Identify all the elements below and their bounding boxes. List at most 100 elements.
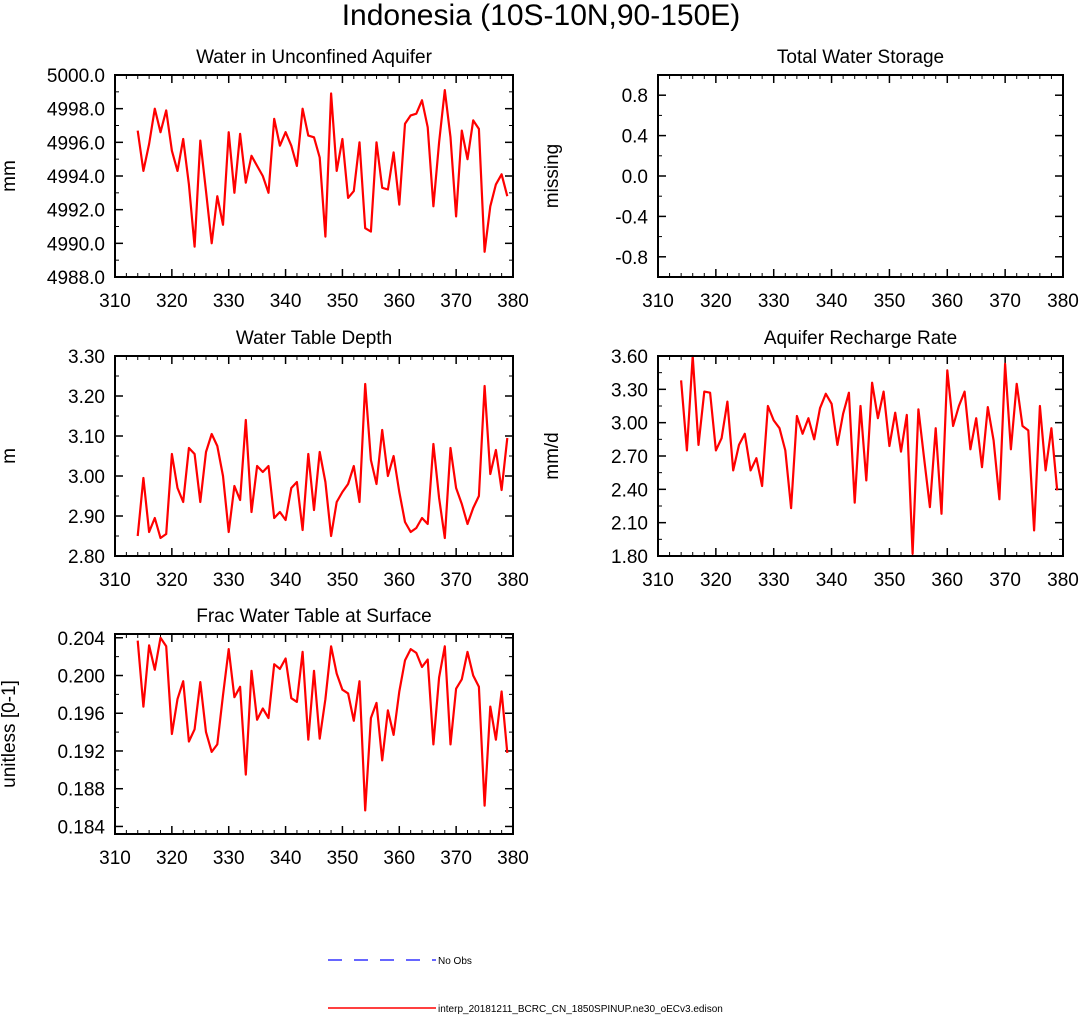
x-tick-label: 360 bbox=[931, 570, 963, 591]
plot-frame bbox=[114, 633, 514, 835]
y-tick-label: 4990.0 bbox=[47, 234, 105, 255]
x-tick-label: 320 bbox=[156, 291, 188, 312]
y-tick-label: 3.30 bbox=[68, 347, 105, 368]
x-tick-label: 340 bbox=[270, 848, 302, 869]
y-tick-label: 2.70 bbox=[611, 447, 648, 468]
x-tick-label: 360 bbox=[383, 570, 415, 591]
x-tick-label: 350 bbox=[327, 291, 359, 312]
x-tick-label: 310 bbox=[99, 570, 131, 591]
x-tick-label: 310 bbox=[642, 291, 674, 312]
plot-frame bbox=[114, 355, 514, 557]
panel-title: Total Water Storage bbox=[777, 47, 944, 68]
y-tick-label: 0.200 bbox=[57, 667, 105, 688]
series-line bbox=[136, 88, 509, 253]
x-tick-label: 350 bbox=[874, 291, 906, 312]
x-tick-label: 350 bbox=[327, 848, 359, 869]
x-tick-label: 370 bbox=[989, 291, 1021, 312]
x-tick-label: 360 bbox=[931, 291, 963, 312]
series-line bbox=[136, 382, 509, 540]
panel-title: Water Table Depth bbox=[236, 328, 392, 349]
y-tick-label: 0.8 bbox=[622, 86, 648, 107]
y-tick-label: 2.80 bbox=[68, 547, 105, 568]
x-tick-label: 320 bbox=[156, 570, 188, 591]
y-tick-label: 4994.0 bbox=[47, 167, 105, 188]
y-tick-label: 0.188 bbox=[57, 780, 105, 801]
x-tick-label: 320 bbox=[156, 848, 188, 869]
x-tick-label: 380 bbox=[497, 291, 529, 312]
panel-title: Water in Unconfined Aquifer bbox=[196, 47, 433, 68]
x-tick-label: 350 bbox=[327, 570, 359, 591]
y-tick-label: 3.30 bbox=[611, 380, 648, 401]
x-tick-label: 370 bbox=[440, 848, 472, 869]
x-tick-label: 310 bbox=[99, 291, 131, 312]
y-tick-label: 0.204 bbox=[57, 629, 105, 650]
y-tick-label: 5000.0 bbox=[47, 66, 105, 87]
x-tick-label: 360 bbox=[383, 848, 415, 869]
x-tick-label: 320 bbox=[700, 570, 732, 591]
y-tick-label: 2.90 bbox=[68, 507, 105, 528]
chart-panel: Water in Unconfined Aquifer mm 310 320 330 34… bbox=[0, 47, 529, 312]
panel-title: Aquifer Recharge Rate bbox=[764, 328, 957, 349]
chart-panel: Water Table Depth m 310 320 330 340 350 360 370 3… bbox=[0, 328, 529, 591]
y-tick-label: 0.192 bbox=[57, 742, 105, 763]
chart-panel: Aquifer Recharge Rate mm/d 310 320 330 340 350… bbox=[542, 328, 1079, 591]
x-tick-label: 380 bbox=[497, 848, 529, 869]
y-tick-label: 4998.0 bbox=[47, 100, 105, 121]
x-tick-label: 380 bbox=[1047, 570, 1079, 591]
chart-panel: Frac Water Table at Surface unitless [0-1… bbox=[0, 606, 529, 869]
y-tick-label: 4992.0 bbox=[47, 201, 105, 222]
y-tick-label: 0.0 bbox=[622, 167, 648, 188]
legend-label: No Obs bbox=[438, 956, 472, 967]
y-tick-label: -0.4 bbox=[615, 207, 648, 228]
y-tick-label: 2.10 bbox=[611, 514, 648, 535]
x-tick-label: 370 bbox=[440, 291, 472, 312]
x-tick-label: 360 bbox=[383, 291, 415, 312]
panel-title: Frac Water Table at Surface bbox=[196, 606, 432, 627]
y-tick-label: 0.184 bbox=[57, 817, 105, 838]
y-tick-label: 3.00 bbox=[68, 467, 105, 488]
chart-panels: Water in Unconfined Aquifer mm 310 320 330 34… bbox=[0, 47, 1079, 869]
plot-frame bbox=[657, 355, 1064, 557]
plot-frame bbox=[657, 74, 1064, 278]
y-tick-label: 0.4 bbox=[622, 127, 649, 148]
series-line bbox=[680, 354, 1059, 555]
x-tick-label: 330 bbox=[213, 291, 245, 312]
legend-item: No Obs bbox=[328, 956, 472, 967]
x-tick-label: 310 bbox=[99, 848, 131, 869]
x-tick-label: 340 bbox=[270, 291, 302, 312]
x-tick-label: 310 bbox=[642, 570, 674, 591]
y-axis-label: unitless [0-1] bbox=[0, 680, 20, 788]
x-tick-label: 370 bbox=[440, 570, 472, 591]
x-tick-label: 380 bbox=[1047, 291, 1079, 312]
y-tick-label: 2.40 bbox=[611, 480, 648, 501]
y-tick-label: 3.10 bbox=[68, 427, 105, 448]
plot-frame bbox=[114, 74, 514, 278]
x-tick-label: 330 bbox=[213, 848, 245, 869]
x-tick-label: 330 bbox=[758, 570, 790, 591]
legend-label: interp_20181211_BCRC_CN_1850SPINUP.ne30_… bbox=[438, 1004, 723, 1015]
chart-panel: Total Water Storage missing 310 320 330 340 35… bbox=[542, 47, 1079, 312]
y-tick-label: 4988.0 bbox=[47, 268, 105, 289]
y-axis-label: m bbox=[0, 448, 20, 464]
legend-item: interp_20181211_BCRC_CN_1850SPINUP.ne30_… bbox=[328, 1004, 723, 1015]
x-tick-label: 350 bbox=[874, 570, 906, 591]
figure-title: Indonesia (10S-10N,90-150E) bbox=[342, 0, 741, 32]
x-tick-label: 340 bbox=[816, 291, 848, 312]
x-tick-label: 380 bbox=[497, 570, 529, 591]
y-axis-label: mm bbox=[0, 160, 20, 192]
x-tick-label: 330 bbox=[213, 570, 245, 591]
x-tick-label: 330 bbox=[758, 291, 790, 312]
y-tick-label: -0.8 bbox=[615, 248, 648, 269]
y-tick-label: 3.00 bbox=[611, 414, 648, 435]
y-tick-label: 4996.0 bbox=[47, 133, 105, 154]
x-tick-label: 370 bbox=[989, 570, 1021, 591]
y-axis-label: missing bbox=[542, 144, 563, 208]
legend: No Obs interp_20181211_BCRC_CN_1850SPINUP… bbox=[328, 956, 723, 1015]
x-tick-label: 340 bbox=[816, 570, 848, 591]
y-tick-label: 3.60 bbox=[611, 347, 648, 368]
y-axis-label: mm/d bbox=[542, 432, 563, 480]
y-tick-label: 3.20 bbox=[68, 387, 105, 408]
y-tick-label: 1.80 bbox=[611, 547, 648, 568]
series-line bbox=[136, 636, 509, 812]
